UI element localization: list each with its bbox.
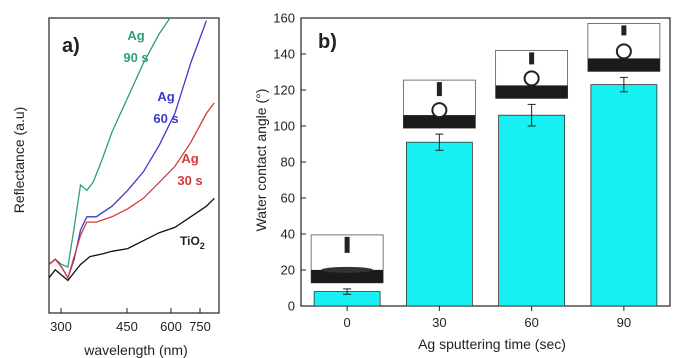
x-tick-label: 90 bbox=[617, 315, 631, 330]
panel-a-x-axis-label: wavelength (nm) bbox=[83, 342, 188, 358]
series-label-1: 60 s bbox=[153, 111, 178, 126]
series-label-0: 90 s bbox=[123, 50, 148, 65]
y-tick-label: 160 bbox=[273, 11, 295, 26]
panel-b-x-axis-label: Ag sputtering time (sec) bbox=[418, 336, 566, 352]
droplet-photo-90 bbox=[587, 22, 661, 72]
series-label-2: 30 s bbox=[177, 173, 202, 188]
series-label-3: TiO2 bbox=[180, 234, 205, 251]
x-tick-label: 60 bbox=[524, 315, 538, 330]
x-tick-label: 30 bbox=[432, 315, 446, 330]
panel-a-x-ticks: 300 450 600 750 bbox=[50, 308, 211, 334]
x-tick-label: 0 bbox=[344, 315, 351, 330]
panel-b-droplet-photos bbox=[310, 22, 661, 284]
series-label-1: Ag bbox=[157, 89, 174, 104]
panel-a-plot-frame bbox=[48, 17, 220, 314]
x-tick-label: 450 bbox=[116, 319, 138, 334]
series-line-2 bbox=[49, 102, 215, 280]
x-tick-label: 600 bbox=[160, 319, 182, 334]
panel-a-series-group: Ag 90 s Ag 60 s Ag 30 s TiO2 bbox=[49, 18, 215, 282]
x-tick-label: 750 bbox=[189, 319, 211, 334]
y-tick-label: 20 bbox=[281, 263, 295, 278]
series-line-3 bbox=[49, 197, 215, 282]
panel-b-contact-angle: b) Water contact angle (°) Ag sputtering… bbox=[253, 11, 671, 352]
series-label-2: Ag bbox=[181, 151, 198, 166]
bar-60 bbox=[498, 114, 566, 307]
panel-a-reflectance: a) Reflectance (a.u) wavelength (nm) Ag 9… bbox=[11, 17, 220, 358]
y-tick-label: 60 bbox=[281, 191, 295, 206]
series-label-0: Ag bbox=[127, 28, 144, 43]
panel-a-label: a) bbox=[62, 35, 80, 57]
y-tick-label: 100 bbox=[273, 119, 295, 134]
bar-90 bbox=[590, 84, 658, 307]
panel-b-y-axis-label: Water contact angle (°) bbox=[253, 89, 269, 232]
droplet-photo-0 bbox=[310, 234, 384, 284]
panel-a-y-axis-label: Reflectance (a.u) bbox=[11, 107, 27, 214]
panel-b-x-ticks: 0 30 60 90 bbox=[344, 306, 631, 330]
y-tick-label: 40 bbox=[281, 227, 295, 242]
x-tick-label: 300 bbox=[50, 319, 72, 334]
y-tick-label: 120 bbox=[273, 83, 295, 98]
bar-30 bbox=[405, 141, 473, 307]
y-tick-label: 0 bbox=[288, 299, 295, 314]
panel-b-label: b) bbox=[318, 31, 337, 53]
y-tick-label: 140 bbox=[273, 47, 295, 62]
panel-b-y-ticks: 0 20 40 60 80 100 120 140 160 bbox=[273, 11, 306, 314]
droplet-photo-60 bbox=[495, 50, 569, 99]
series-line-0 bbox=[49, 18, 171, 269]
panel-b-bars bbox=[313, 76, 658, 307]
droplet-photo-30 bbox=[402, 79, 476, 129]
y-tick-label: 80 bbox=[281, 155, 295, 170]
